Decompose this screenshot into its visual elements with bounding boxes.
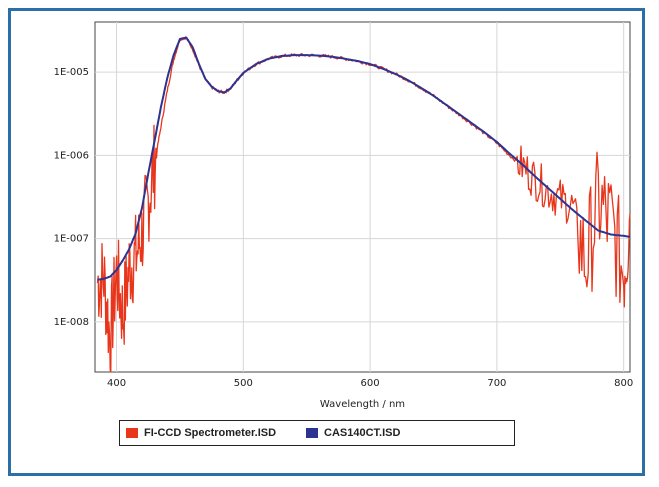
x-tick-label: 400 — [107, 378, 126, 389]
y-tick-label: 1E-008 — [54, 317, 89, 328]
legend-item-fi-ccd: FI-CCD Spectrometer.ISD — [126, 427, 276, 439]
x-tick-label: 700 — [487, 378, 506, 389]
series-layer — [96, 36, 631, 373]
legend-label-fi-ccd: FI-CCD Spectrometer.ISD — [144, 427, 277, 439]
legend-swatch-cas140ct — [306, 428, 319, 438]
grid-lines — [95, 22, 630, 372]
y-tick-label: 1E-006 — [54, 150, 89, 161]
x-tick-label: 500 — [234, 378, 253, 389]
legend-label-cas140ct: CAS140CT.ISD — [324, 427, 401, 439]
x-tick-label: 800 — [614, 378, 633, 389]
x-axis-label: Wavelength / nm — [320, 399, 405, 410]
plot-area — [94, 21, 631, 373]
y-tick-label: 1E-005 — [54, 67, 89, 78]
tick-labels: 400 500 600 700 800 1E-008 1E-007 1E-006 1E-005 — [54, 67, 634, 389]
series-line-cas140ct — [97, 36, 631, 281]
legend-item-cas140ct: CAS140CT.ISD — [306, 427, 400, 439]
y-tick-label: 1E-007 — [54, 234, 89, 245]
x-tick-label: 600 — [361, 378, 380, 389]
legend: FI-CCD Spectrometer.ISD CAS140CT.ISD — [119, 420, 515, 446]
legend-swatch-fi-ccd — [126, 428, 138, 438]
